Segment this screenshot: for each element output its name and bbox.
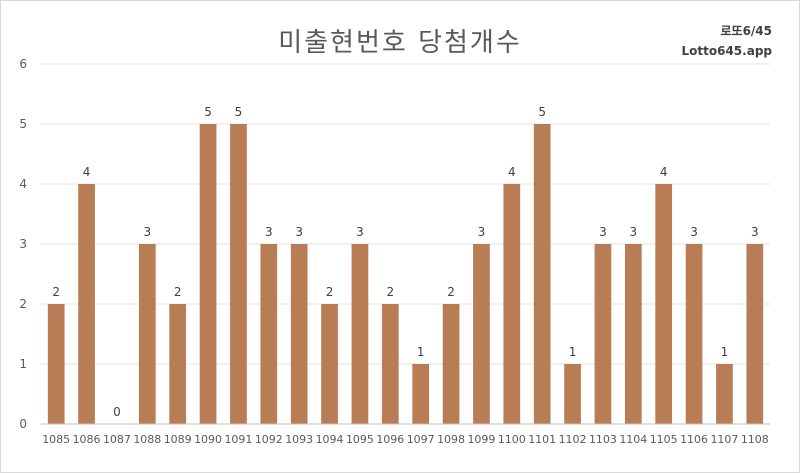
data-label-1100: 4 — [508, 165, 516, 179]
bar-1104 — [624, 244, 642, 424]
bar-1098 — [442, 304, 460, 424]
bar-1096 — [381, 304, 399, 424]
bar-1090 — [199, 124, 217, 424]
data-label-1107: 1 — [721, 345, 729, 359]
brand-line-1: 로또6/45 — [720, 24, 772, 38]
data-label-1103: 3 — [599, 225, 607, 239]
brand-line-2: Lotto645.app — [681, 44, 773, 58]
x-tick-label-1097: 1097 — [407, 433, 435, 446]
x-tick-label-1096: 1096 — [376, 433, 404, 446]
data-label-1094: 2 — [326, 285, 334, 299]
data-label-1101: 5 — [538, 105, 546, 119]
data-label-1092: 3 — [265, 225, 273, 239]
bar-1088 — [138, 244, 156, 424]
bar-1085 — [47, 304, 65, 424]
y-tick-label: 4 — [19, 177, 27, 191]
bar-1105 — [655, 184, 673, 424]
bar-1089 — [169, 304, 187, 424]
data-label-1104: 3 — [629, 225, 637, 239]
gridlines — [41, 63, 770, 365]
data-label-1098: 2 — [447, 285, 455, 299]
data-label-1087: 0 — [113, 405, 121, 419]
x-axis-ticks: 1085 1086 1087 1088 1089 1090 1091 1092 1093 1094… — [42, 433, 769, 446]
data-label-1093: 3 — [295, 225, 303, 239]
x-tick-label-1105: 1105 — [650, 433, 678, 446]
y-tick-label: 1 — [19, 357, 27, 371]
x-tick-label-1106: 1106 — [680, 433, 708, 446]
bar-1095 — [351, 244, 369, 424]
chart-title: 미출현번호 당첨개수 — [278, 28, 522, 58]
y-axis-ticks: 0 1 2 3 4 5 6 — [19, 57, 27, 431]
data-label-1096: 2 — [386, 285, 394, 299]
data-labels: 2 4 0 3 2 5 5 3 3 2 3 2 1 2 3 4 5 1 3 3 4 3 1 3 — [52, 105, 758, 419]
x-tick-label-1098: 1098 — [437, 433, 465, 446]
bar-1102 — [564, 364, 581, 424]
data-label-1095: 3 — [356, 225, 364, 239]
data-label-1085: 2 — [52, 285, 60, 299]
x-tick-label-1104: 1104 — [619, 433, 647, 446]
data-label-1106: 3 — [690, 225, 698, 239]
y-tick-label: 5 — [19, 117, 27, 131]
data-label-1088: 3 — [143, 225, 151, 239]
x-tick-label-1090: 1090 — [194, 433, 222, 446]
x-tick-label-1107: 1107 — [710, 433, 738, 446]
bar-1094 — [321, 304, 338, 424]
data-label-1090: 5 — [204, 105, 212, 119]
bar-1092 — [260, 244, 278, 424]
x-tick-label-1092: 1092 — [255, 433, 283, 446]
x-tick-label-1101: 1101 — [528, 433, 556, 446]
y-tick-label: 6 — [19, 57, 27, 71]
bars — [47, 124, 764, 424]
x-tick-label-1103: 1103 — [589, 433, 617, 446]
data-label-1089: 2 — [174, 285, 182, 299]
x-tick-label-1086: 1086 — [73, 433, 101, 446]
y-tick-label: 3 — [19, 237, 27, 251]
x-tick-label-1108: 1108 — [741, 433, 769, 446]
data-label-1091: 5 — [235, 105, 243, 119]
x-tick-label-1093: 1093 — [285, 433, 313, 446]
x-tick-label-1100: 1100 — [498, 433, 526, 446]
bar-1099 — [473, 244, 490, 424]
y-tick-label: 2 — [19, 297, 27, 311]
data-label-1086: 4 — [83, 165, 91, 179]
x-tick-label-1089: 1089 — [164, 433, 192, 446]
bar-1107 — [716, 364, 733, 424]
data-label-1102: 1 — [569, 345, 577, 359]
x-tick-label-1102: 1102 — [559, 433, 587, 446]
x-tick-label-1085: 1085 — [42, 433, 70, 446]
bar-1091 — [230, 124, 247, 424]
bar-1101 — [533, 124, 551, 424]
data-label-1108: 3 — [751, 225, 759, 239]
data-label-1097: 1 — [417, 345, 425, 359]
bar-1093 — [290, 244, 308, 424]
x-tick-label-1091: 1091 — [224, 433, 252, 446]
data-label-1099: 3 — [478, 225, 486, 239]
bar-1103 — [594, 244, 612, 424]
bar-1086 — [78, 184, 95, 424]
x-tick-label-1095: 1095 — [346, 433, 374, 446]
x-tick-label-1087: 1087 — [103, 433, 131, 446]
y-tick-label: 0 — [19, 417, 27, 431]
x-tick-label-1094: 1094 — [316, 433, 344, 446]
brand-watermark: 로또6/45 Lotto645.app — [682, 21, 773, 61]
bar-1106 — [685, 244, 703, 424]
bar-1100 — [503, 184, 521, 424]
x-tick-label-1099: 1099 — [467, 433, 495, 446]
data-label-1105: 4 — [660, 165, 668, 179]
bar-1108 — [746, 244, 764, 424]
x-tick-label-1088: 1088 — [133, 433, 161, 446]
bar-1097 — [412, 364, 430, 424]
